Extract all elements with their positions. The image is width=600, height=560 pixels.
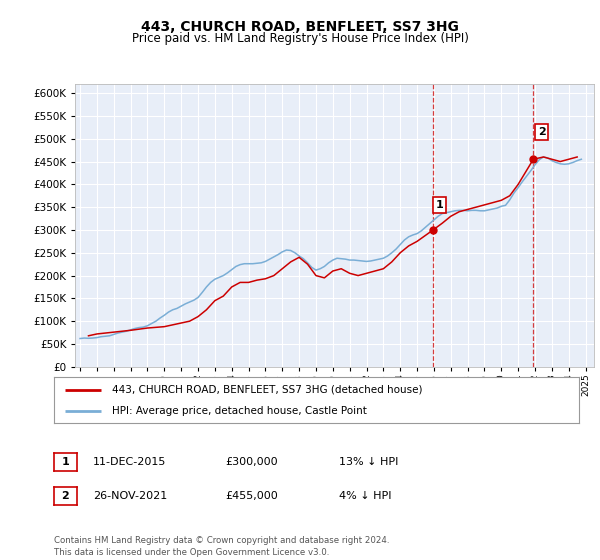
- Text: 1: 1: [62, 457, 69, 467]
- Text: Price paid vs. HM Land Registry's House Price Index (HPI): Price paid vs. HM Land Registry's House …: [131, 32, 469, 45]
- Text: £300,000: £300,000: [225, 457, 278, 467]
- Text: 2: 2: [62, 491, 69, 501]
- Text: 443, CHURCH ROAD, BENFLEET, SS7 3HG: 443, CHURCH ROAD, BENFLEET, SS7 3HG: [141, 20, 459, 34]
- Text: 1: 1: [436, 200, 443, 210]
- Text: Contains HM Land Registry data © Crown copyright and database right 2024.
This d: Contains HM Land Registry data © Crown c…: [54, 536, 389, 557]
- Text: £455,000: £455,000: [225, 491, 278, 501]
- Text: 26-NOV-2021: 26-NOV-2021: [93, 491, 167, 501]
- Text: HPI: Average price, detached house, Castle Point: HPI: Average price, detached house, Cast…: [112, 407, 367, 416]
- Text: 11-DEC-2015: 11-DEC-2015: [93, 457, 166, 467]
- Text: 13% ↓ HPI: 13% ↓ HPI: [339, 457, 398, 467]
- Text: 4% ↓ HPI: 4% ↓ HPI: [339, 491, 391, 501]
- Text: 443, CHURCH ROAD, BENFLEET, SS7 3HG (detached house): 443, CHURCH ROAD, BENFLEET, SS7 3HG (det…: [112, 385, 422, 395]
- Text: 2: 2: [538, 127, 545, 137]
